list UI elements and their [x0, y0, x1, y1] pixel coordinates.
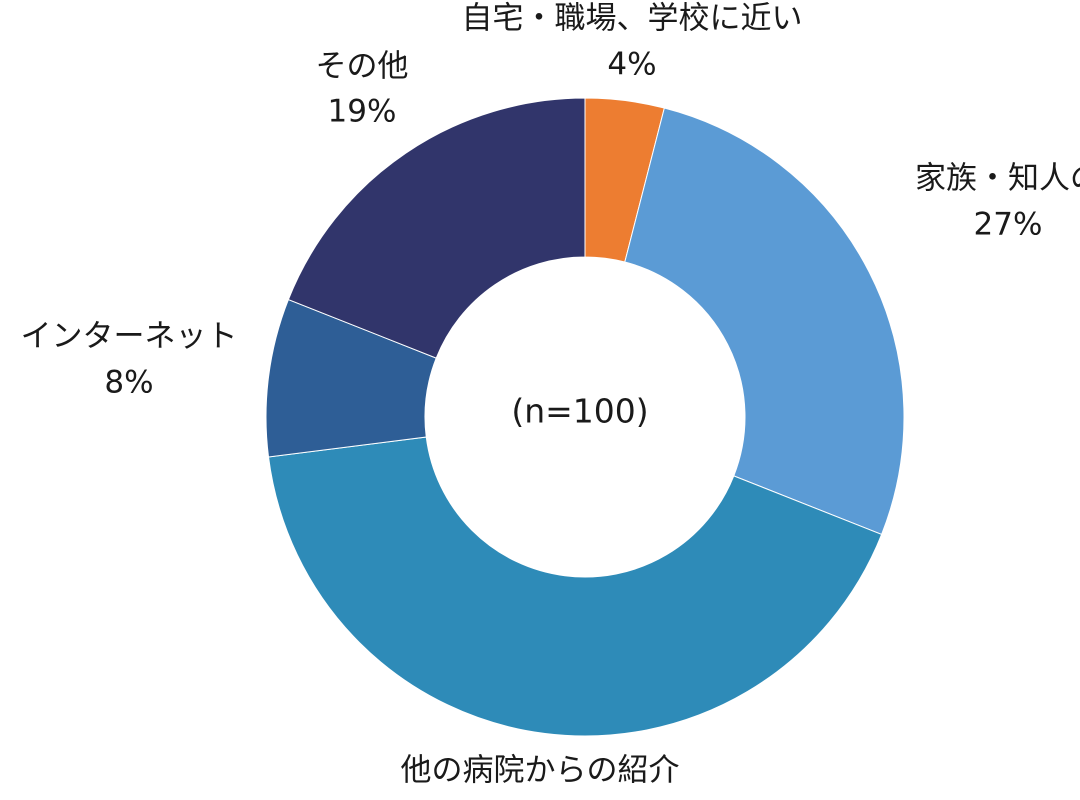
slice-value-5: 19% — [328, 94, 397, 130]
slice-label-3: 他の病院からの紹介 — [401, 753, 680, 789]
slice-labels: 自宅・職場、学校に近い 4% 家族・知人の 27% 他の病院からの紹介 インターネット 8%… — [21, 1, 1080, 789]
slice-5 — [287, 97, 586, 359]
slice-label-1: 自宅・職場、学校に近い — [462, 1, 803, 37]
slice-value-2: 27% — [974, 207, 1043, 243]
slice-label-2: 家族・知人の — [915, 161, 1080, 197]
donut-slices — [265, 97, 905, 737]
slice-value-4: 8% — [104, 365, 153, 401]
slice-2 — [624, 107, 905, 536]
slice-label-4: インターネット — [21, 319, 238, 355]
sample-size-label: (n=100) — [511, 392, 648, 431]
slice-label-5: その他 — [316, 49, 409, 85]
slice-value-1: 4% — [607, 47, 656, 83]
slice-3 — [267, 436, 883, 737]
